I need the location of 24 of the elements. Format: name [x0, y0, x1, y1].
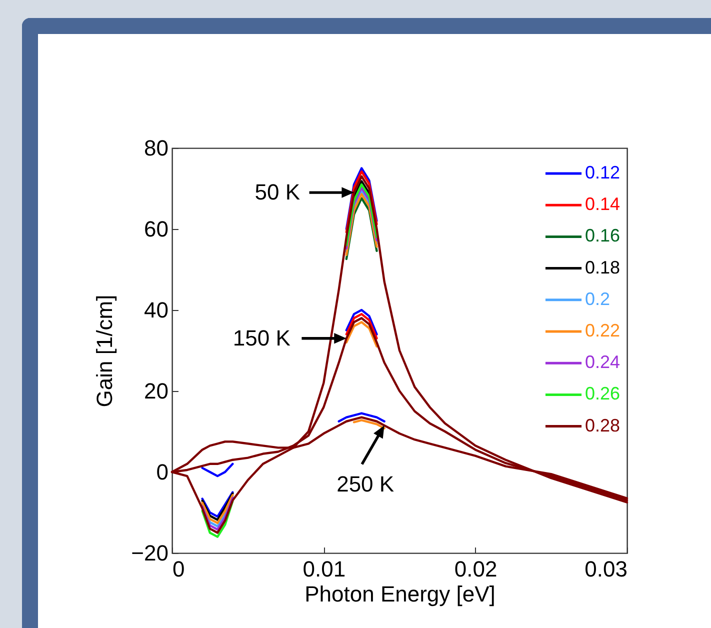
x-tick-label: 0.01	[302, 556, 346, 582]
legend-label: 0.12	[585, 162, 620, 182]
y-tick-label: −20	[131, 540, 168, 566]
y-tick-label: 40	[144, 298, 168, 322]
y-tick-label: 20	[144, 378, 168, 404]
legend-label: 0.2	[585, 288, 610, 309]
legend-label: 0.14	[585, 194, 620, 214]
annotation: 150 K	[232, 325, 291, 350]
x-axis-title: Photon Energy [eV]	[304, 582, 496, 606]
legend-label: 0.22	[585, 320, 620, 340]
legend-label: 0.28	[585, 415, 620, 436]
x-tick-label: 0	[172, 556, 185, 582]
legend-label: 0.18	[585, 257, 620, 278]
x-tick-label: 0.02	[454, 556, 498, 582]
y-tick-label: 60	[144, 216, 168, 242]
annotation: 50 K	[254, 180, 300, 205]
y-tick-label: 80	[144, 136, 168, 160]
y-tick-label: 0	[156, 460, 168, 484]
legend-label: 0.16	[585, 226, 620, 246]
legend-label: 0.24	[585, 352, 620, 372]
y-axis-title: Gain [1/cm]	[92, 294, 118, 408]
x-tick-label: 0.03	[584, 556, 628, 582]
legend-label: 0.26	[585, 384, 620, 404]
annotation: 250 K	[336, 471, 394, 496]
